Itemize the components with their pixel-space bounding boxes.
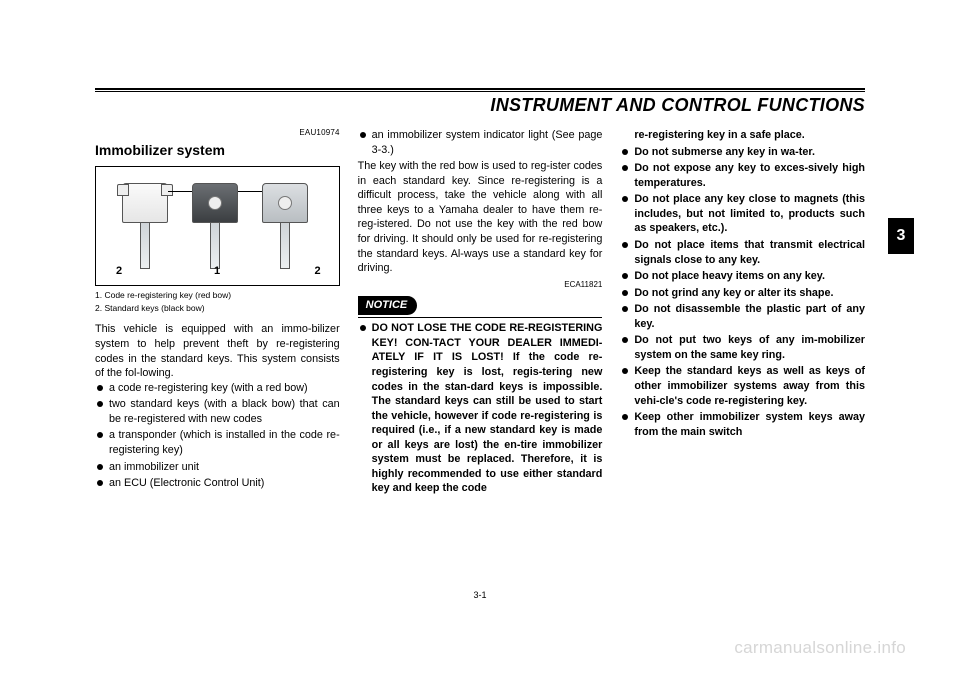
figure-callout: 2 [315, 264, 321, 279]
column-2: an immobilizer system indicator light (S… [358, 128, 603, 498]
notice-list-cont: re-registering key in a safe place. [620, 128, 865, 143]
list-item: an immobilizer system indicator light (S… [358, 128, 603, 157]
list-item: Do not expose any key to exces-sively hi… [620, 161, 865, 190]
column-layout: EAU10974 Immobilizer system 2 1 2 1 [95, 128, 865, 498]
chapter-tab: 3 [888, 218, 914, 254]
list-item: Do not submerse any key in wa-ter. [620, 145, 865, 160]
column-1: EAU10974 Immobilizer system 2 1 2 1 [95, 128, 340, 498]
page-number: 3-1 [0, 590, 960, 600]
list-item: two standard keys (with a black bow) tha… [95, 397, 340, 426]
header-rule [95, 88, 865, 92]
column-3: re-registering key in a safe place. Do n… [620, 128, 865, 498]
caption-line: 2. Standard keys (black bow) [95, 303, 340, 315]
notice-heading: NOTICE [358, 296, 603, 318]
key-black-bow-icon [192, 183, 238, 269]
figure-callout: 1 [214, 264, 220, 279]
paragraph: The key with the red bow is used to reg-… [358, 159, 603, 276]
ref-code: EAU10974 [95, 128, 340, 139]
bullet-list: an immobilizer system indicator light (S… [358, 128, 603, 157]
list-item-continuation: re-registering key in a safe place. [620, 128, 865, 143]
list-item: Do not grind any key or alter its shape. [620, 286, 865, 301]
list-item: an immobilizer unit [95, 460, 340, 475]
notice-label: NOTICE [358, 296, 418, 315]
list-item: Keep the standard keys as well as keys o… [620, 364, 865, 408]
list-item: Do not disassemble the plastic part of a… [620, 302, 865, 331]
leader-line [238, 191, 262, 192]
page-title: INSTRUMENT AND CONTROL FUNCTIONS [95, 95, 865, 116]
key-figure: 2 1 2 [95, 166, 340, 286]
figure-caption: 1. Code re-registering key (red bow) 2. … [95, 290, 340, 315]
figure-callout: 2 [116, 264, 122, 279]
list-item: Do not place any key close to magnets (t… [620, 192, 865, 236]
notice-list: Do not submerse any key in wa-ter. Do no… [620, 145, 865, 440]
paragraph: This vehicle is equipped with an immo-bi… [95, 322, 340, 380]
ref-code: ECA11821 [358, 280, 603, 291]
list-item: Do not place items that transmit electri… [620, 238, 865, 267]
bullet-list: a code re-registering key (with a red bo… [95, 381, 340, 491]
key-red-bow-icon [122, 183, 168, 269]
list-item: Keep other immobilizer system keys away … [620, 410, 865, 439]
manual-page: INSTRUMENT AND CONTROL FUNCTIONS EAU1097… [95, 88, 865, 608]
notice-list: DO NOT LOSE THE CODE RE-REGISTERING KEY!… [358, 321, 603, 496]
watermark: carmanualsonline.info [734, 638, 906, 658]
list-item: a code re-registering key (with a red bo… [95, 381, 340, 396]
key-grey-bow-icon [262, 183, 308, 269]
list-item: Do not put two keys of any im-mobilizer … [620, 333, 865, 362]
notice-rule [358, 317, 603, 318]
section-title: Immobilizer system [95, 141, 340, 160]
list-item: DO NOT LOSE THE CODE RE-REGISTERING KEY!… [358, 321, 603, 496]
list-item: an ECU (Electronic Control Unit) [95, 476, 340, 491]
caption-line: 1. Code re-registering key (red bow) [95, 290, 340, 302]
list-item: a transponder (which is installed in the… [95, 428, 340, 457]
leader-line [168, 191, 192, 192]
list-item: Do not place heavy items on any key. [620, 269, 865, 284]
